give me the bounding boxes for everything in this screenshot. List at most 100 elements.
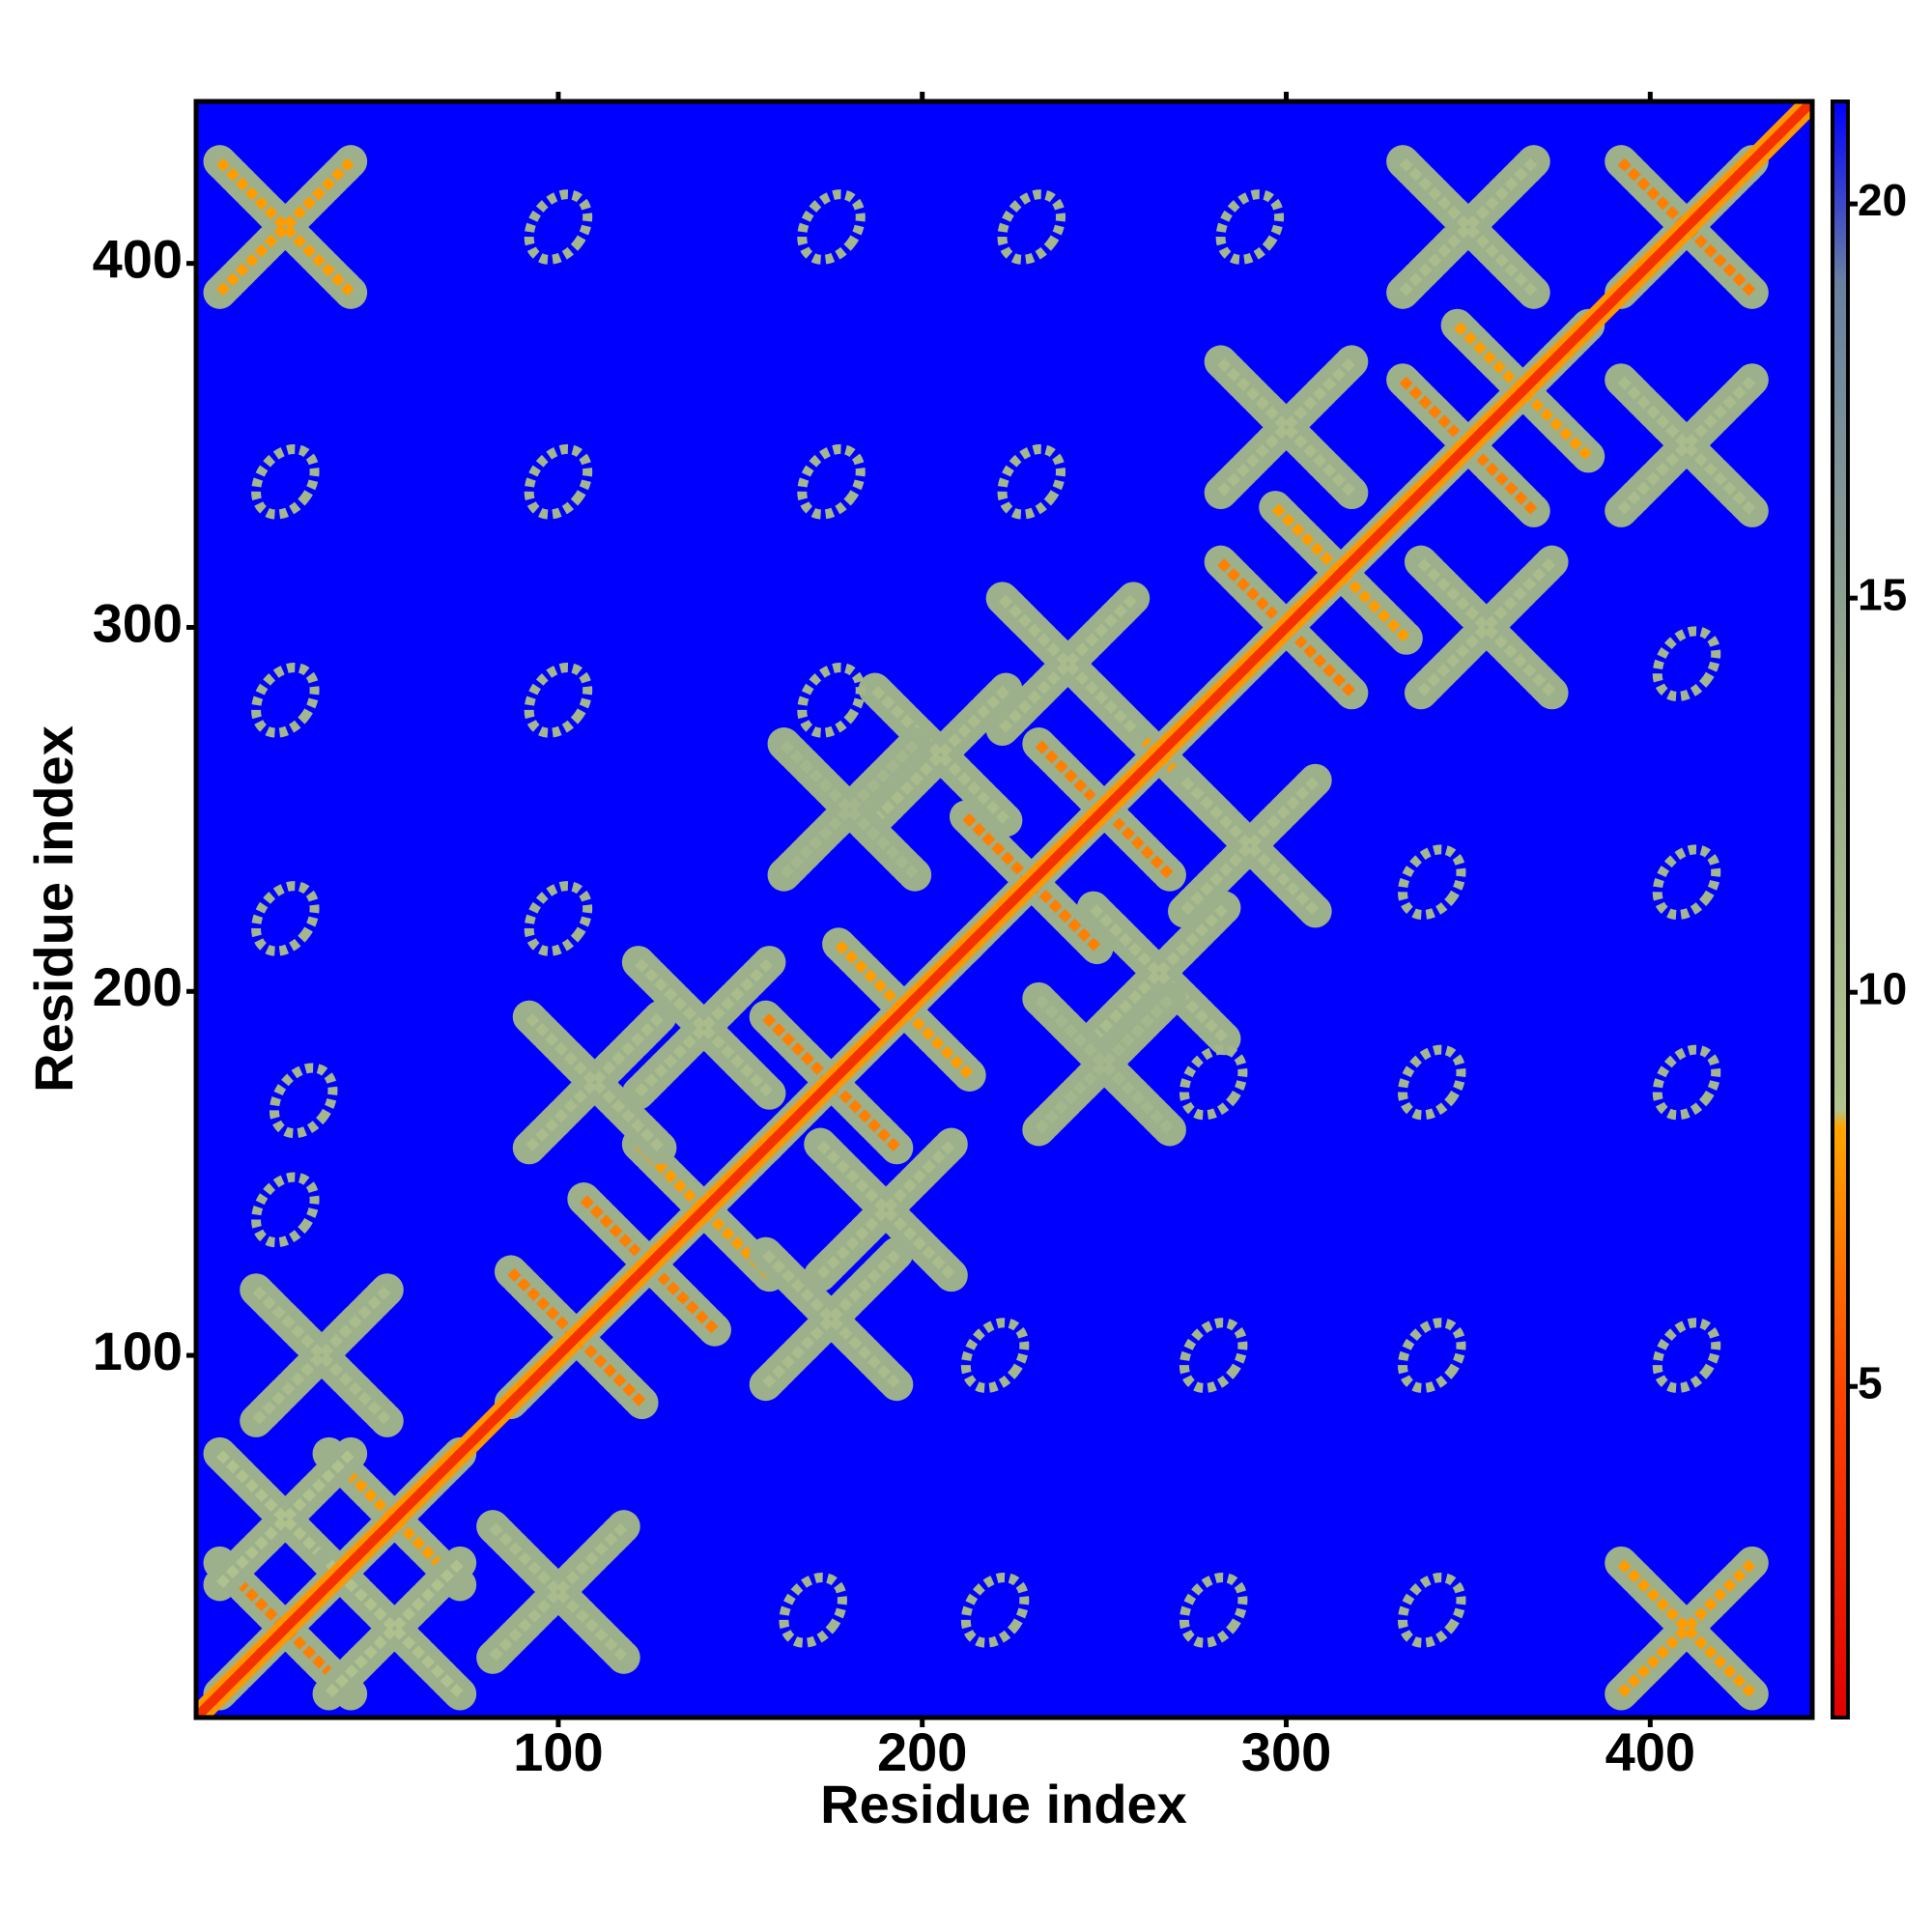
contact-cluster xyxy=(269,1063,338,1139)
heatmap-layer xyxy=(196,101,1812,1718)
contact-cluster xyxy=(1215,189,1285,265)
contact-cluster xyxy=(1397,1573,1466,1648)
cluster-ring xyxy=(524,663,593,738)
cluster-core xyxy=(1217,357,1355,497)
cluster-ring xyxy=(1652,844,1721,921)
colorbar-tick-label: 10 xyxy=(1858,963,1907,1013)
contact-cluster xyxy=(779,1573,847,1648)
x-tick-label: 200 xyxy=(877,1721,967,1782)
x-tick-label: 400 xyxy=(1605,1721,1695,1782)
contact-cluster xyxy=(1168,763,1332,928)
cluster-ring xyxy=(997,189,1066,265)
contact-cluster xyxy=(1386,145,1550,309)
cluster-ring xyxy=(1397,1573,1466,1648)
cluster-ring xyxy=(1652,1318,1721,1393)
colorbar-tick-label: 5 xyxy=(1858,1357,1883,1407)
cluster-ring xyxy=(779,1573,847,1648)
contact-cluster xyxy=(240,1273,404,1437)
y-tick-label: 400 xyxy=(93,228,183,289)
cluster-core xyxy=(780,740,919,879)
contact-cluster xyxy=(621,946,786,1110)
contact-cluster xyxy=(985,582,1151,746)
cluster-ring xyxy=(797,189,866,265)
contact-cluster xyxy=(1652,1044,1721,1121)
contact-cluster xyxy=(476,1510,640,1674)
cluster-core xyxy=(1035,995,1174,1134)
y-tick-label: 100 xyxy=(93,1321,183,1381)
cluster-ring xyxy=(251,1172,320,1248)
contact-cluster xyxy=(1179,1573,1248,1648)
cluster-core xyxy=(871,685,1009,824)
cluster-core xyxy=(635,958,773,1097)
cluster-core xyxy=(1617,376,1756,515)
cluster-core xyxy=(325,1559,464,1698)
cluster-core xyxy=(1180,777,1320,915)
contact-cluster xyxy=(251,1172,320,1248)
contact-cluster xyxy=(1397,844,1466,921)
contact-cluster xyxy=(797,189,866,265)
contact-cluster xyxy=(1076,891,1241,1056)
cluster-ring xyxy=(1397,844,1466,921)
contact-cluster xyxy=(524,881,593,956)
cluster-ring xyxy=(524,881,593,956)
contact-cluster xyxy=(1652,626,1721,701)
x-axis-title: Residue index xyxy=(820,1774,1187,1834)
contact-cluster xyxy=(1022,981,1186,1147)
y-tick-label: 200 xyxy=(93,956,183,1017)
cluster-ring xyxy=(524,189,593,265)
cluster-ring xyxy=(960,1573,1030,1648)
colorbar-tick-label: 20 xyxy=(1858,175,1907,225)
contact-cluster xyxy=(1652,1318,1721,1393)
colorbar-tick-label: 15 xyxy=(1858,569,1907,619)
cluster-core xyxy=(999,594,1137,733)
cluster-ring xyxy=(1397,1318,1466,1393)
contact-cluster xyxy=(1204,345,1369,510)
cluster-core xyxy=(252,1286,391,1425)
contact-cluster xyxy=(1397,1044,1466,1121)
contact-cluster xyxy=(797,663,866,738)
cluster-ring xyxy=(251,663,320,738)
cluster-ring xyxy=(1215,189,1285,265)
contact-cluster xyxy=(1605,363,1769,527)
cluster-core xyxy=(816,1141,955,1279)
cluster-ring xyxy=(797,663,866,738)
cluster-ring xyxy=(1652,626,1721,701)
cluster-core xyxy=(762,1250,900,1388)
x-tick-label: 300 xyxy=(1241,1721,1331,1782)
cluster-ring xyxy=(524,443,593,520)
contact-cluster xyxy=(524,663,593,738)
contact-cluster xyxy=(524,443,593,520)
contact-cluster xyxy=(960,1318,1030,1393)
diagonal xyxy=(196,101,1812,1718)
cluster-ring xyxy=(1652,1044,1721,1121)
contact-cluster xyxy=(312,1546,477,1711)
contact-cluster xyxy=(749,1236,914,1402)
cluster-core xyxy=(215,157,355,297)
cluster-ring xyxy=(1179,1573,1248,1648)
cluster-core xyxy=(1417,558,1556,696)
cluster-ring xyxy=(251,881,320,956)
contact-cluster xyxy=(251,881,320,956)
contact-cluster xyxy=(1397,1318,1466,1393)
contact-cluster xyxy=(858,672,1023,838)
contact-cluster xyxy=(251,443,320,520)
colorbar xyxy=(1831,99,1850,1719)
contact-cluster xyxy=(1179,1318,1248,1393)
cluster-ring xyxy=(1397,1044,1466,1121)
cluster-core xyxy=(489,1522,628,1662)
cluster-ring xyxy=(251,443,320,520)
cluster-ring xyxy=(1179,1318,1248,1393)
cluster-ring xyxy=(1179,1044,1248,1121)
contact-cluster xyxy=(997,443,1066,520)
contact-cluster xyxy=(767,727,932,892)
cluster-ring xyxy=(960,1318,1030,1393)
contact-cluster xyxy=(804,1127,968,1293)
contact-cluster xyxy=(1404,545,1569,710)
y-tick-label: 300 xyxy=(93,592,183,653)
y-axis-title: Residue index xyxy=(23,725,84,1093)
contact-cluster xyxy=(251,663,320,738)
cluster-core xyxy=(1617,1559,1756,1698)
contact-cluster xyxy=(1605,1546,1769,1711)
x-tick-label: 100 xyxy=(513,1721,603,1782)
